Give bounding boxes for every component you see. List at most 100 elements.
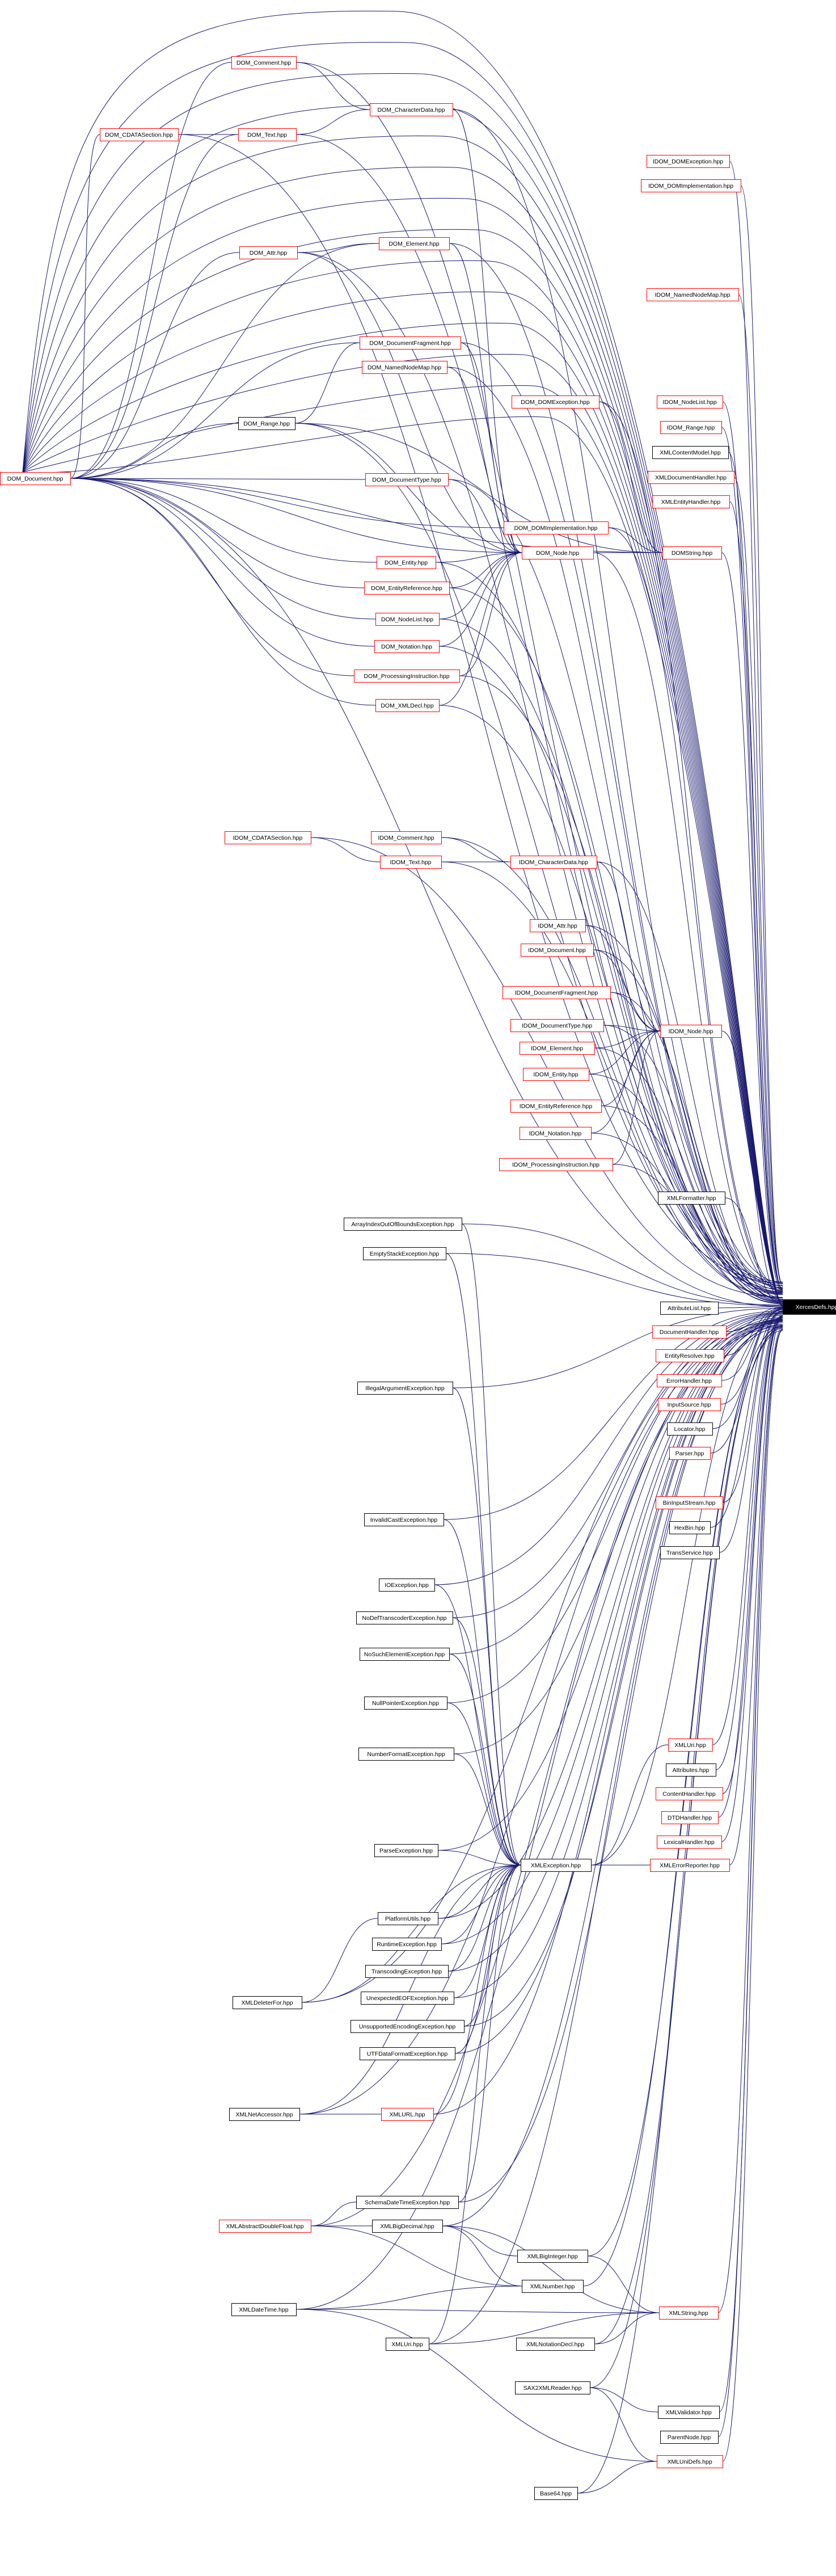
node-domstring[interactable]: DOMString.hpp <box>662 546 722 559</box>
node-idompi[interactable]: IDOM_ProcessingInstruction.hpp <box>499 1158 613 1171</box>
node-errorhandler[interactable]: ErrorHandler.hpp <box>657 1374 722 1387</box>
node-domtext[interactable]: DOM_Text.hpp <box>238 128 297 141</box>
node-domrange[interactable]: DOM_Range.hpp <box>238 417 295 430</box>
node-domentity[interactable]: DOM_Entity.hpp <box>377 556 436 569</box>
node-xmlnumber[interactable]: XMLNumber.hpp <box>522 2280 584 2293</box>
node-parser[interactable]: Parser.hpp <box>669 1447 711 1460</box>
node-transservice[interactable]: TransService.hpp <box>660 1546 720 1559</box>
node-emptystack[interactable]: EmptyStackException.hpp <box>363 1247 446 1260</box>
node-contenthandler[interactable]: ContentHandler.hpp <box>656 1787 723 1800</box>
node-domnotation[interactable]: DOM_Notation.hpp <box>374 640 440 653</box>
node-xmlcontentmodel[interactable]: XMLContentModel.hpp <box>652 446 729 459</box>
edge-dependency <box>301 1864 521 2003</box>
node-xmldeleter[interactable]: XMLDeleterFor.hpp <box>233 1996 302 2009</box>
node-dtdhandler[interactable]: DTDHandler.hpp <box>661 1811 719 1824</box>
node-domdomimpl[interactable]: DOM_DOMImplementation.hpp <box>504 521 609 534</box>
node-hexbin[interactable]: HexBin.hpp <box>669 1521 711 1534</box>
node-idomnode[interactable]: IDOM_Node.hpp <box>660 1025 722 1038</box>
node-xd[interactable]: XercesDefs.hpp <box>783 1299 836 1315</box>
node-xmlexc[interactable]: XMLException.hpp <box>521 1859 592 1872</box>
node-xmlnotationdecl[interactable]: XMLNotationDecl.hpp <box>516 2338 595 2351</box>
node-parseexc[interactable]: ParseException.hpp <box>374 1844 438 1857</box>
node-saxxmlreader[interactable]: SAX2XMLReader.hpp <box>515 2381 590 2394</box>
node-xmlformatter[interactable]: XMLFormatter.hpp <box>658 1192 725 1205</box>
node-platformutils[interactable]: PlatformUtils.hpp <box>378 1912 438 1925</box>
node-schemadt[interactable]: SchemaDateTimeException.hpp <box>356 2196 459 2209</box>
node-runtimeexc[interactable]: RuntimeException.hpp <box>372 1938 442 1951</box>
node-xmldatetime[interactable]: XMLDateTime.hpp <box>231 2303 297 2316</box>
node-xmlvalidator[interactable]: XMLValidator.hpp <box>658 2406 720 2419</box>
node-idomtext[interactable]: IDOM_Text.hpp <box>380 856 442 869</box>
node-idomdomimpl[interactable]: IDOM_DOMImplementation.hpp <box>641 179 741 192</box>
node-domdoc[interactable]: DOM_Document.hpp <box>0 472 71 485</box>
node-bininputstream[interactable]: BinInputStream.hpp <box>656 1496 723 1509</box>
node-idomdomexc[interactable]: IDOM_DOMException.hpp <box>647 155 730 168</box>
node-domchar[interactable]: DOM_CharacterData.hpp <box>370 103 453 116</box>
node-idomcomment[interactable]: IDOM_Comment.hpp <box>371 831 442 844</box>
node-dompi[interactable]: DOM_ProcessingInstruction.hpp <box>354 670 460 683</box>
edge-dependency <box>603 1025 661 1032</box>
node-locator[interactable]: Locator.hpp <box>667 1422 713 1436</box>
node-xmlnetaccessor[interactable]: XMLNetAccessor.hpp <box>229 2108 300 2121</box>
node-xmlurl[interactable]: XMLURL.hpp <box>381 2108 434 2121</box>
node-domattr[interactable]: DOM_Attr.hpp <box>239 246 298 259</box>
node-xmldochandler[interactable]: XMLDocumentHandler.hpp <box>648 471 734 484</box>
node-xmlstring[interactable]: XMLString.hpp <box>659 2306 719 2320</box>
node-xmluri[interactable]: XMLUri.hpp <box>668 1739 713 1752</box>
node-aioob[interactable]: ArrayIndexOutOfBoundsException.hpp <box>344 1218 462 1231</box>
node-xmlerrreporter[interactable]: XMLErrorReporter.hpp <box>650 1859 730 1872</box>
node-attributes[interactable]: Attributes.hpp <box>666 1763 716 1777</box>
node-idomentref[interactable]: IDOM_EntityReference.hpp <box>510 1100 602 1113</box>
node-unexpeof[interactable]: UnexpectedEOFException.hpp <box>361 1992 454 2005</box>
node-idomentity[interactable]: IDOM_Entity.hpp <box>523 1068 589 1081</box>
node-xmlbiginteger[interactable]: XMLBigInteger.hpp <box>517 2250 588 2263</box>
node-idomchar[interactable]: IDOM_CharacterData.hpp <box>510 856 597 869</box>
node-unsupenc[interactable]: UnsupportedEncodingException.hpp <box>351 2020 465 2033</box>
node-inputsource[interactable]: InputSource.hpp <box>658 1398 721 1411</box>
node-xmlbigdecimal[interactable]: XMLBigDecimal.hpp <box>372 2220 443 2233</box>
node-attrlist[interactable]: AttributeList.hpp <box>660 1302 719 1315</box>
node-domnode[interactable]: DOM_Node.hpp <box>522 546 594 559</box>
node-idomrange[interactable]: IDOM_Range.hpp <box>660 421 722 434</box>
node-domentref[interactable]: DOM_EntityReference.hpp <box>364 582 450 595</box>
node-idomattr[interactable]: IDOM_Attr.hpp <box>530 919 586 932</box>
node-idomnotation[interactable]: IDOM_Notation.hpp <box>520 1127 592 1140</box>
node-xmluri2[interactable]: XMLUri.hpp <box>386 2338 429 2351</box>
node-utfdata[interactable]: UTFDataFormatException.hpp <box>360 2047 455 2060</box>
node-transcodingexc[interactable]: TranscodingException.hpp <box>365 1965 449 1978</box>
node-xmlabsdouble[interactable]: XMLAbstractDoubleFloat.hpp <box>219 2220 311 2233</box>
node-nullptr[interactable]: NullPointerException.hpp <box>364 1697 447 1710</box>
node-illegalarg[interactable]: IllegalArgumentException.hpp <box>357 1382 453 1395</box>
node-domfrag[interactable]: DOM_DocumentFragment.hpp <box>360 336 461 350</box>
node-idomfrag[interactable]: IDOM_DocumentFragment.hpp <box>503 986 611 999</box>
node-domcomment[interactable]: DOM_Comment.hpp <box>231 56 297 69</box>
node-ioexc[interactable]: IOException.hpp <box>379 1579 435 1592</box>
node-nodeftrans[interactable]: NoDefTranscoderException.hpp <box>356 1611 453 1624</box>
node-domelem[interactable]: DOM_Element.hpp <box>379 237 450 250</box>
edge-dependency <box>70 134 239 479</box>
node-entityresolver[interactable]: EntityResolver.hpp <box>656 1349 724 1362</box>
node-domnnm[interactable]: DOM_NamedNodeMap.hpp <box>362 361 447 374</box>
node-lexicalhandler[interactable]: LexicalHandler.hpp <box>657 1836 722 1849</box>
node-domcdata[interactable]: DOM_CDATASection.hpp <box>100 128 179 141</box>
node-base64[interactable]: Base64.hpp <box>534 2487 578 2500</box>
node-idomdoc[interactable]: IDOM_Document.hpp <box>521 944 594 957</box>
node-xmlunidefs[interactable]: XMLUniDefs.hpp <box>657 2455 723 2468</box>
node-invalidcast[interactable]: InvalidCastException.hpp <box>364 1513 444 1526</box>
node-idomnnm[interactable]: IDOM_NamedNodeMap.hpp <box>647 288 739 301</box>
edge-to-xercesdefs <box>295 1326 783 2310</box>
node-parentnode[interactable]: ParentNode.hpp <box>660 2431 719 2444</box>
node-domdoctype[interactable]: DOM_DocumentType.hpp <box>365 473 449 486</box>
node-numberformat[interactable]: NumberFormatException.hpp <box>358 1748 454 1761</box>
node-domxmldecl[interactable]: DOM_XMLDecl.hpp <box>375 699 440 712</box>
node-xmlentityhandler[interactable]: XMLEntityHandler.hpp <box>652 495 730 508</box>
node-dochandler[interactable]: DocumentHandler.hpp <box>652 1325 727 1338</box>
node-label: XMLUri.hpp <box>674 1742 706 1749</box>
node-idomnodelist[interactable]: IDOM_NodeList.hpp <box>657 395 723 409</box>
node-nosuchelem[interactable]: NoSuchElementException.hpp <box>360 1648 450 1661</box>
node-idomdoctype[interactable]: IDOM_DocumentType.hpp <box>510 1019 604 1032</box>
node-domnodelist[interactable]: DOM_NodeList.hpp <box>375 613 440 626</box>
node-idomelem[interactable]: IDOM_Element.hpp <box>520 1042 595 1055</box>
node-idomcdata[interactable]: IDOM_CDATASection.hpp <box>225 831 311 844</box>
node-domdomexc[interactable]: DOM_DOMException.hpp <box>512 395 599 409</box>
